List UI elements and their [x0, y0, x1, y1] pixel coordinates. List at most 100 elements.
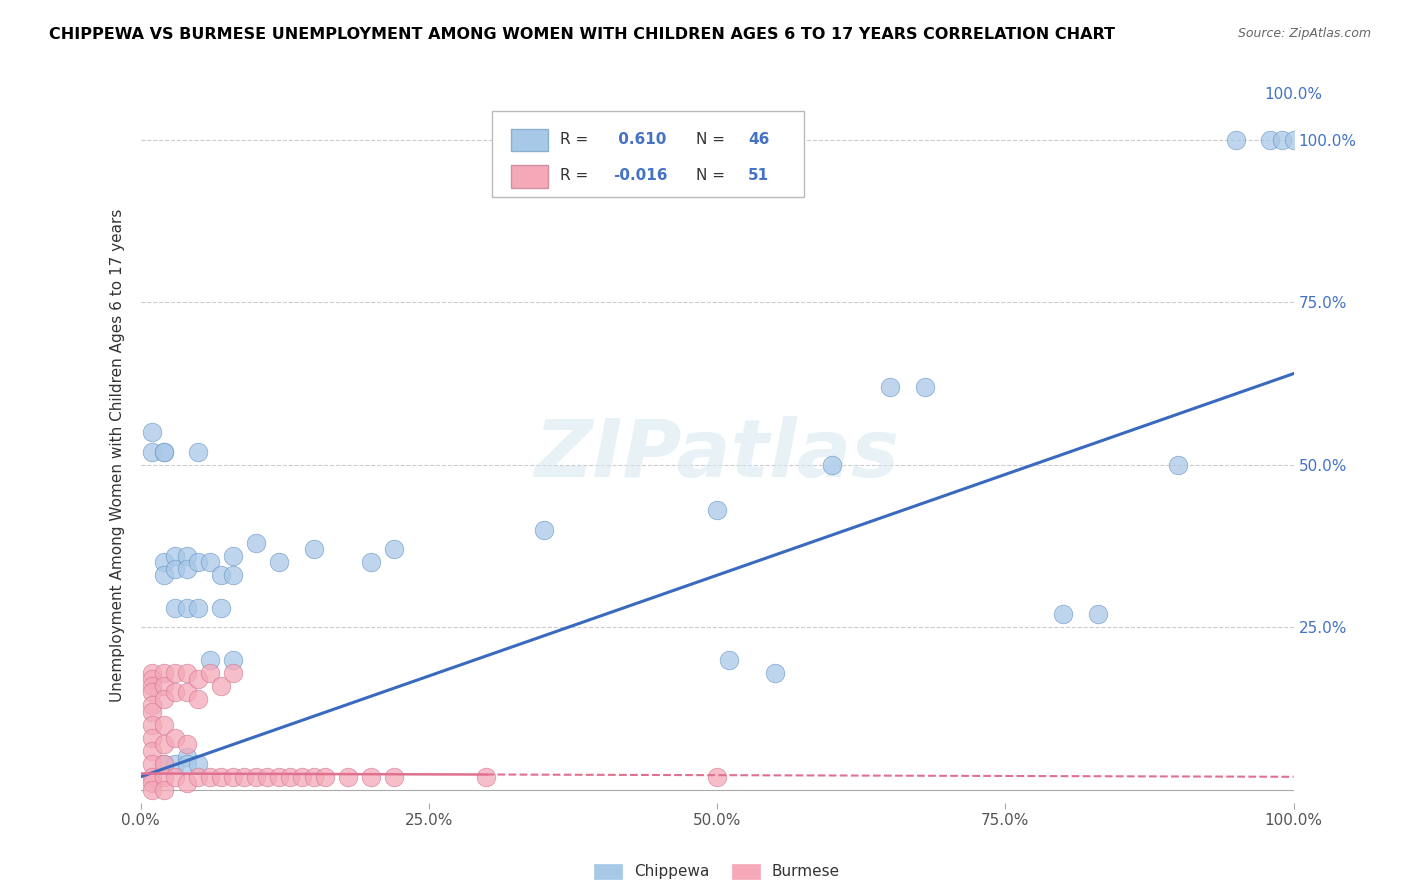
Point — [141, 718, 163, 732]
Point — [1052, 607, 1074, 622]
Point — [1167, 458, 1189, 472]
Point — [1282, 132, 1305, 146]
Point — [141, 672, 163, 686]
Point — [187, 600, 209, 615]
Point — [176, 549, 198, 563]
Point — [165, 770, 187, 784]
Point — [165, 665, 187, 680]
Point — [198, 653, 221, 667]
Point — [198, 770, 221, 784]
Point — [763, 665, 786, 680]
Point — [141, 770, 163, 784]
Point — [256, 770, 278, 784]
Point — [176, 737, 198, 751]
Point — [141, 776, 163, 790]
Point — [222, 568, 245, 582]
Point — [1260, 132, 1282, 146]
Text: R =: R = — [560, 131, 593, 146]
Point — [706, 770, 728, 784]
Point — [245, 535, 267, 549]
Point — [141, 685, 163, 699]
Point — [314, 770, 336, 784]
Point — [141, 425, 163, 439]
Point — [176, 776, 198, 790]
Point — [209, 770, 232, 784]
Point — [360, 770, 382, 784]
Point — [302, 542, 325, 557]
Point — [165, 685, 187, 699]
Point — [141, 679, 163, 693]
Point — [152, 691, 174, 706]
Point — [222, 665, 245, 680]
Point — [152, 665, 174, 680]
Point — [176, 756, 198, 771]
Point — [141, 705, 163, 719]
Point — [879, 379, 901, 393]
Point — [475, 770, 498, 784]
Point — [152, 770, 174, 784]
Point — [141, 756, 163, 771]
Point — [382, 542, 405, 557]
Point — [1225, 132, 1247, 146]
Point — [141, 744, 163, 758]
Point — [198, 555, 221, 569]
Point — [914, 379, 936, 393]
FancyBboxPatch shape — [492, 111, 804, 197]
Point — [152, 444, 174, 458]
Point — [187, 756, 209, 771]
Point — [222, 549, 245, 563]
Point — [291, 770, 314, 784]
FancyBboxPatch shape — [510, 128, 547, 151]
Point — [382, 770, 405, 784]
Point — [141, 698, 163, 713]
Point — [165, 549, 187, 563]
Point — [176, 600, 198, 615]
Point — [152, 718, 174, 732]
Point — [165, 600, 187, 615]
Point — [198, 665, 221, 680]
Point — [152, 756, 174, 771]
Text: ZIPatlas: ZIPatlas — [534, 416, 900, 494]
Point — [187, 672, 209, 686]
Text: CHIPPEWA VS BURMESE UNEMPLOYMENT AMONG WOMEN WITH CHILDREN AGES 6 TO 17 YEARS CO: CHIPPEWA VS BURMESE UNEMPLOYMENT AMONG W… — [49, 27, 1115, 42]
Point — [209, 679, 232, 693]
Point — [233, 770, 256, 784]
Point — [245, 770, 267, 784]
Point — [187, 444, 209, 458]
Point — [141, 731, 163, 745]
Point — [152, 679, 174, 693]
Point — [337, 770, 360, 784]
Text: R =: R = — [560, 169, 593, 184]
FancyBboxPatch shape — [510, 166, 547, 187]
Text: 51: 51 — [748, 169, 769, 184]
Point — [165, 562, 187, 576]
Point — [706, 503, 728, 517]
Point — [176, 750, 198, 764]
Point — [141, 665, 163, 680]
Point — [152, 756, 174, 771]
Y-axis label: Unemployment Among Women with Children Ages 6 to 17 years: Unemployment Among Women with Children A… — [110, 208, 125, 702]
Point — [141, 444, 163, 458]
Point — [280, 770, 302, 784]
Point — [821, 458, 844, 472]
Legend: Chippewa, Burmese: Chippewa, Burmese — [588, 857, 846, 886]
Point — [141, 782, 163, 797]
Point — [1271, 132, 1294, 146]
Point — [187, 555, 209, 569]
Text: -0.016: -0.016 — [613, 169, 668, 184]
Text: N =: N = — [696, 131, 730, 146]
Point — [176, 685, 198, 699]
Text: 0.610: 0.610 — [613, 131, 666, 146]
Point — [222, 653, 245, 667]
Point — [187, 691, 209, 706]
Point — [176, 665, 198, 680]
Point — [165, 731, 187, 745]
Point — [717, 653, 740, 667]
Point — [267, 770, 290, 784]
Point — [267, 555, 290, 569]
Point — [187, 770, 209, 784]
Point — [1087, 607, 1109, 622]
Point — [209, 568, 232, 582]
Point — [302, 770, 325, 784]
Point — [360, 555, 382, 569]
